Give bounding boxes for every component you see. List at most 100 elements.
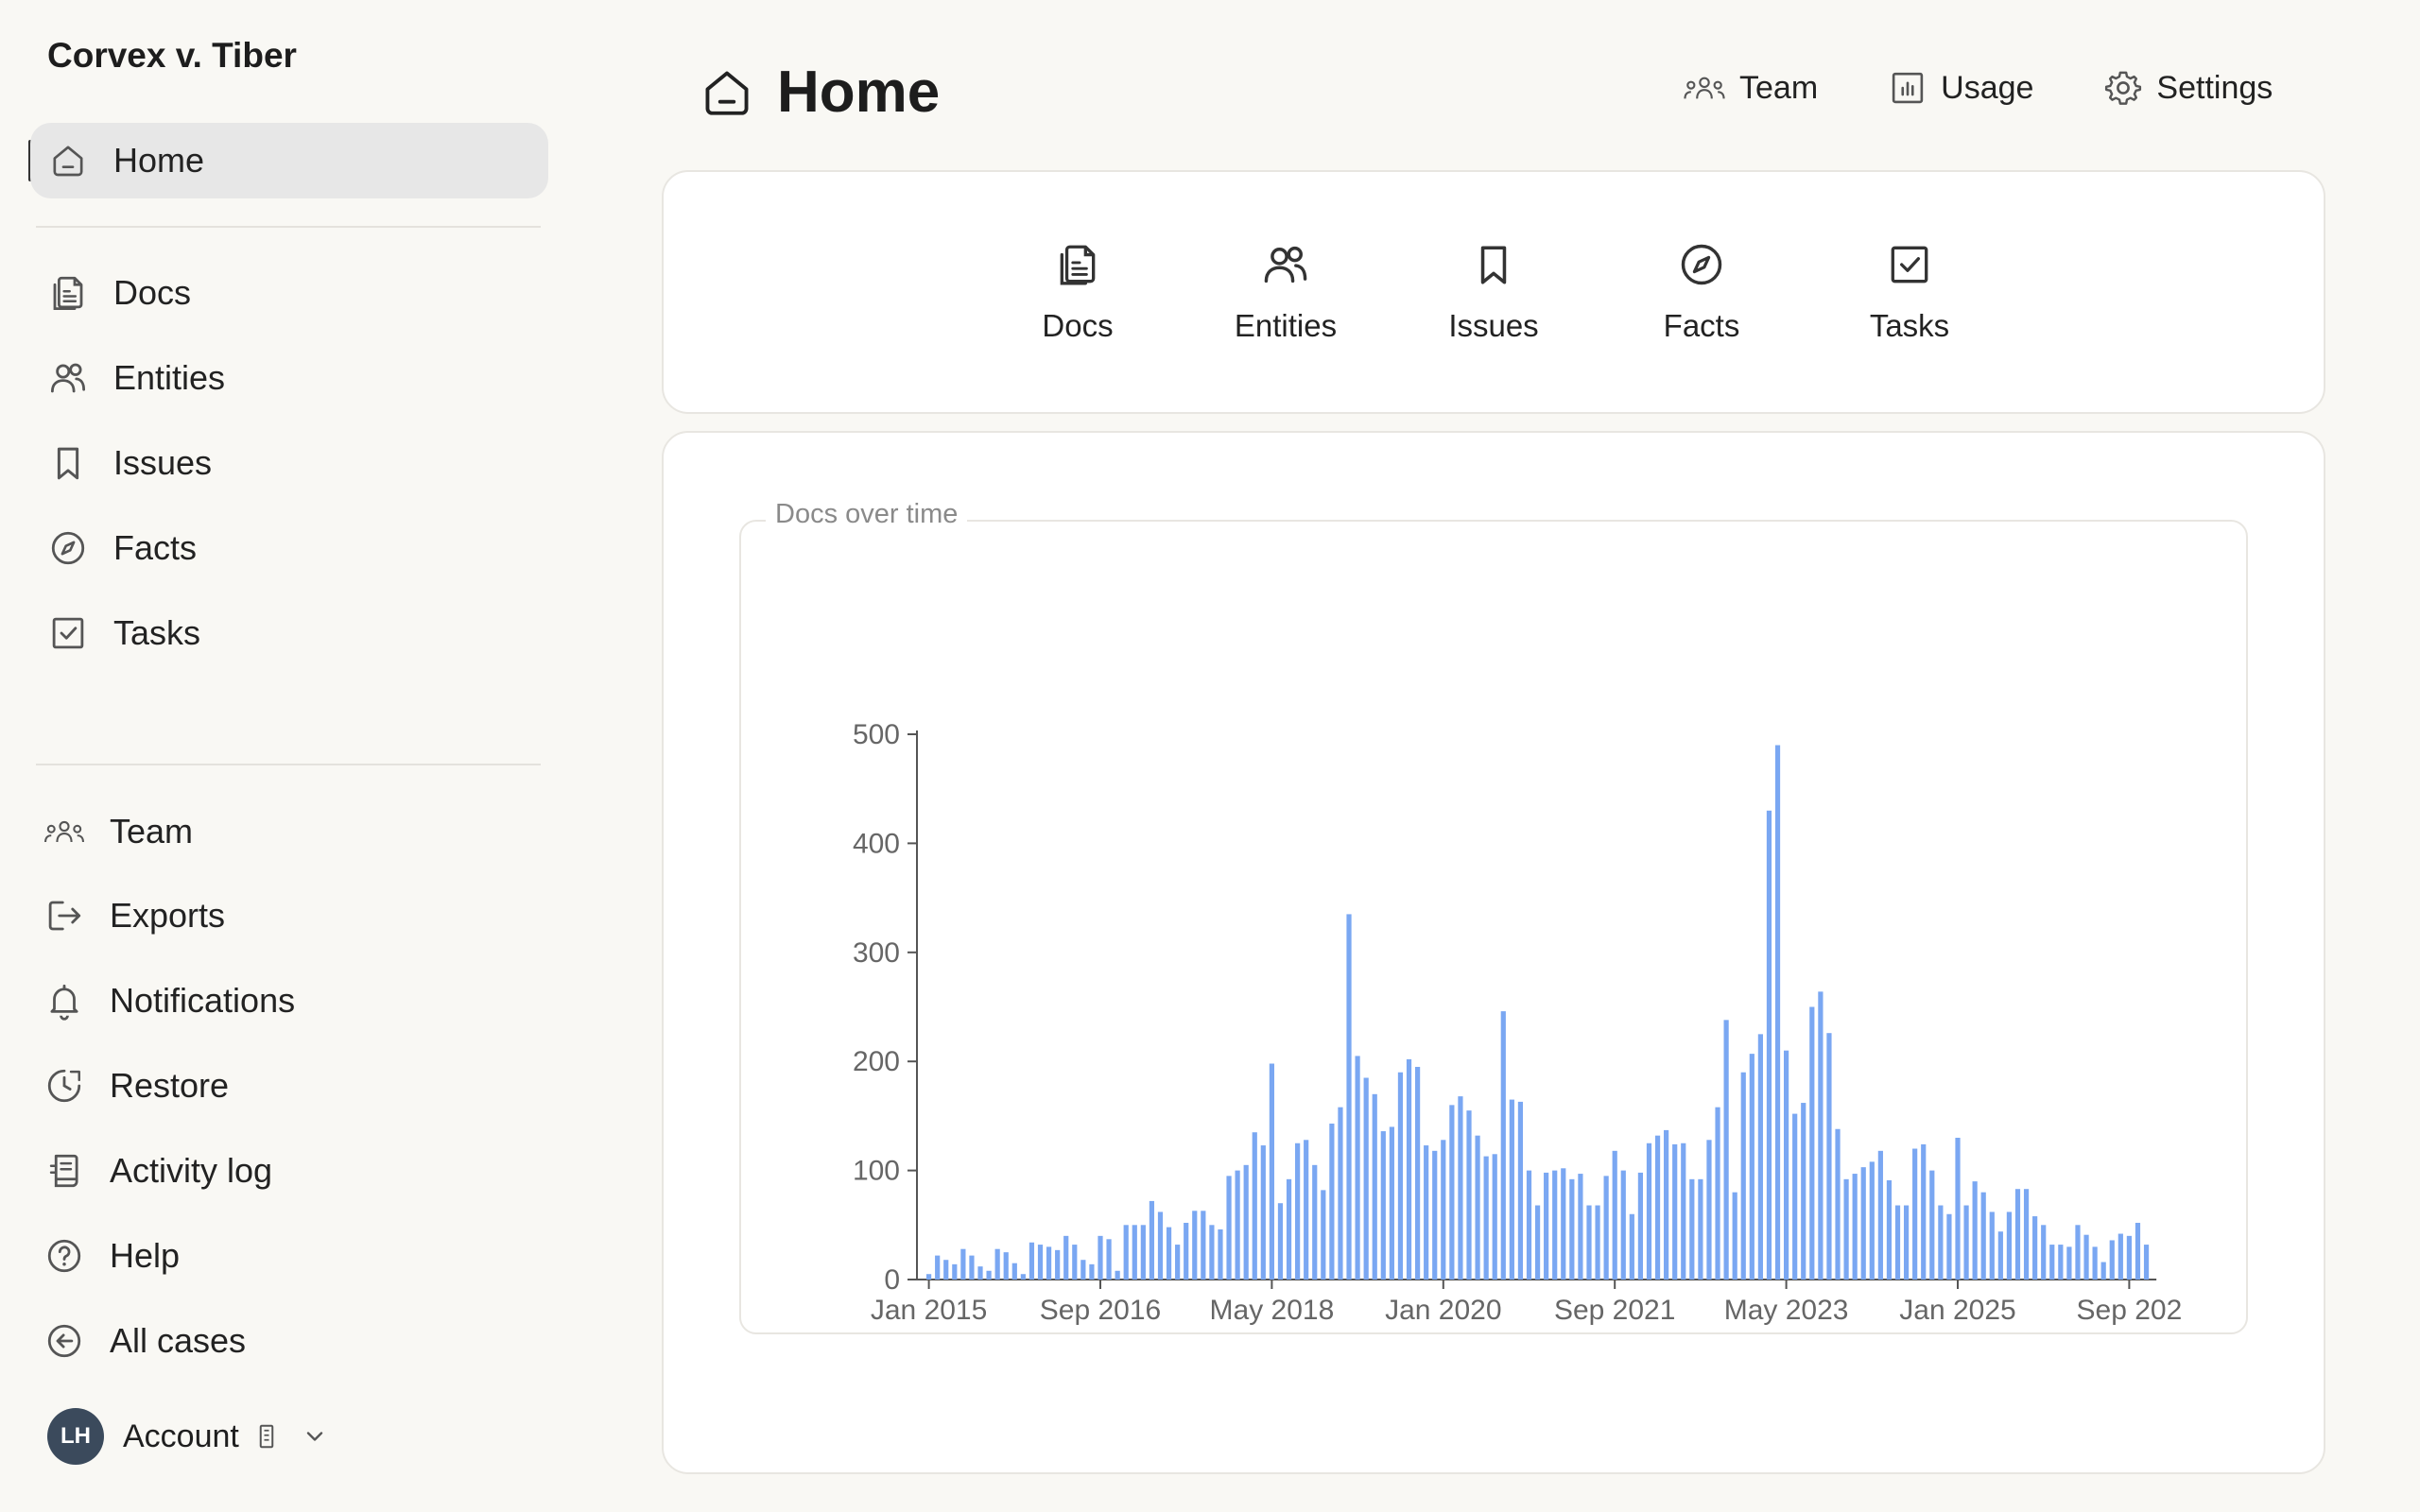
checkbox-icon xyxy=(1886,238,1933,291)
chart-bar xyxy=(1852,1174,1858,1280)
sidebar-item-all-cases[interactable]: All cases xyxy=(30,1303,548,1379)
chart-bar xyxy=(1140,1225,1146,1280)
team-button[interactable]: Team xyxy=(1683,70,1818,107)
sidebar-item-facts[interactable]: Facts xyxy=(30,510,548,586)
chart-bar xyxy=(952,1263,958,1280)
chart-bar xyxy=(1157,1211,1164,1280)
chart-bar xyxy=(1132,1225,1137,1280)
quick-link-facts[interactable]: Facts xyxy=(1598,238,1806,344)
chart-bar xyxy=(1784,1050,1789,1280)
y-tick-label: 500 xyxy=(853,719,900,750)
chart-bar xyxy=(1175,1245,1181,1280)
chart-bar xyxy=(1424,1145,1429,1280)
chart-bar xyxy=(1037,1245,1044,1280)
sidebar-item-exports[interactable]: Exports xyxy=(30,878,548,954)
sidebar-item-team[interactable]: Team xyxy=(30,794,548,869)
sidebar-item-help[interactable]: Help xyxy=(30,1218,548,1294)
sidebar-item-tasks[interactable]: Tasks xyxy=(30,595,548,671)
chart-bar xyxy=(1646,1143,1652,1280)
chart-bar xyxy=(1063,1235,1069,1280)
chart-bar xyxy=(935,1255,941,1280)
chart-bar xyxy=(1517,1101,1524,1280)
chart-bar xyxy=(1432,1150,1438,1280)
chart-bar xyxy=(1020,1274,1026,1280)
x-tick-label: Sep 202 xyxy=(2077,1295,2183,1326)
chart-bar xyxy=(1894,1205,1901,1280)
quick-link-tasks[interactable]: Tasks xyxy=(1806,238,2014,344)
sidebar-item-home[interactable]: Home xyxy=(30,123,548,198)
chart-bar xyxy=(1946,1213,1952,1280)
chart-bar xyxy=(2118,1233,2123,1280)
chart-bar xyxy=(1877,1150,1883,1280)
entities-icon xyxy=(1261,238,1310,291)
chart-bar xyxy=(1620,1170,1626,1280)
home-icon xyxy=(47,140,89,181)
sidebar-item-restore[interactable]: Restore xyxy=(30,1048,548,1124)
chart-bar xyxy=(1938,1205,1944,1280)
docs-icon xyxy=(1054,238,1101,291)
chart-bar xyxy=(1106,1239,1112,1280)
account-menu[interactable]: LH Account xyxy=(47,1408,328,1465)
sidebar-item-docs[interactable]: Docs xyxy=(30,255,548,331)
chart-bar xyxy=(1166,1227,1172,1280)
sidebar-item-label: Help xyxy=(110,1236,181,1275)
chart-bar xyxy=(1372,1093,1377,1280)
chart-bar xyxy=(2143,1245,2150,1280)
sidebar-item-label: Docs xyxy=(113,273,192,312)
quick-link-docs[interactable]: Docs xyxy=(974,238,1182,344)
sidebar-item-label: Activity log xyxy=(110,1151,273,1190)
chart-bar xyxy=(1526,1170,1532,1280)
chart-bar xyxy=(1201,1211,1206,1280)
home-icon xyxy=(700,65,754,120)
chart-bar xyxy=(1681,1143,1686,1280)
sidebar-item-label: Facts xyxy=(113,528,198,567)
chart-bar xyxy=(1226,1176,1232,1280)
bell-icon xyxy=(43,980,85,1022)
back-arrow-icon xyxy=(43,1320,85,1362)
chart-bar xyxy=(2109,1240,2115,1280)
sidebar-item-label: Tasks xyxy=(113,613,201,652)
chart-bar xyxy=(1329,1123,1335,1280)
chart-bar xyxy=(1698,1178,1703,1280)
chart-bar xyxy=(1286,1178,1292,1280)
chart-bar xyxy=(1389,1126,1394,1280)
chart-bar xyxy=(1818,991,1824,1280)
y-tick-label: 400 xyxy=(853,828,900,859)
y-tick-label: 300 xyxy=(853,937,900,969)
chart-bar xyxy=(1089,1263,1095,1280)
chart-bar xyxy=(1929,1170,1935,1280)
quick-link-entities[interactable]: Entities xyxy=(1182,238,1390,344)
sidebar-item-issues[interactable]: Issues xyxy=(30,425,548,501)
chart-bar xyxy=(1072,1245,1078,1280)
sidebar-item-label: Notifications xyxy=(110,981,296,1020)
chart-bar xyxy=(943,1260,949,1280)
chart-bar xyxy=(994,1248,1000,1280)
chart-bar xyxy=(1380,1131,1386,1280)
chart-bar xyxy=(1955,1137,1961,1280)
header-actions: Team Usage Settings xyxy=(1683,68,2273,108)
chart-bar xyxy=(1843,1178,1849,1280)
sidebar-item-label: Home xyxy=(113,141,205,180)
sidebar-item-activity-log[interactable]: Activity log xyxy=(30,1133,548,1209)
export-icon xyxy=(43,895,85,936)
chart-bar xyxy=(1997,1231,2003,1280)
chart-bar xyxy=(1243,1164,1249,1280)
sidebar-item-entities[interactable]: Entities xyxy=(30,340,548,416)
settings-button[interactable]: Settings xyxy=(2103,68,2273,108)
chart-bar xyxy=(1483,1156,1489,1280)
chart-bar xyxy=(1612,1150,1617,1280)
sidebar-item-notifications[interactable]: Notifications xyxy=(30,963,548,1039)
chart-bar xyxy=(2066,1246,2072,1280)
usage-button[interactable]: Usage xyxy=(1888,68,2033,108)
chart-bar xyxy=(1011,1263,1017,1280)
chart-bar xyxy=(2092,1246,2098,1280)
chart-card: Docs over time 0 100 200 300 400 500 Jan 2015 S… xyxy=(662,431,2325,1474)
usage-icon xyxy=(1888,68,1927,108)
chart-bar xyxy=(1801,1103,1806,1280)
chart-bar xyxy=(1406,1058,1412,1280)
sidebar: Corvex v. Tiber Home Docs Entities Issue… xyxy=(0,0,567,1512)
chart-bar xyxy=(1544,1172,1549,1280)
chart-bar xyxy=(1715,1107,1720,1280)
chart-bar xyxy=(1192,1211,1198,1280)
quick-link-issues[interactable]: Issues xyxy=(1390,238,1598,344)
